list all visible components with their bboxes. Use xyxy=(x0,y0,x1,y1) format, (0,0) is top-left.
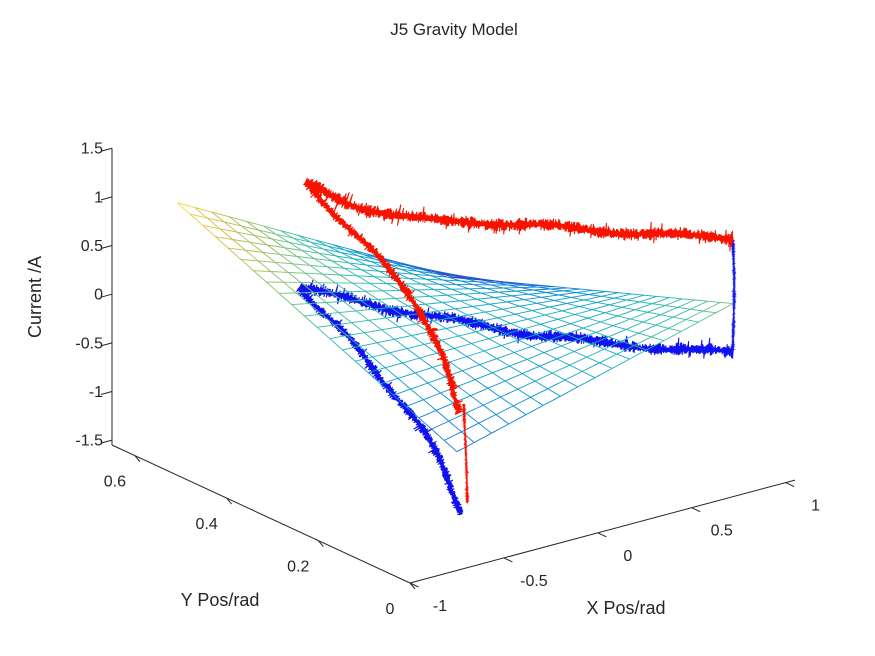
y-tick-label: 0.6 xyxy=(104,474,126,491)
z-tick-label: 1 xyxy=(94,189,103,206)
tick-mark xyxy=(785,482,795,488)
blue-trace-segment xyxy=(295,283,464,516)
tick-mark xyxy=(409,582,416,590)
tick-mark xyxy=(100,196,113,201)
blue-current-trace xyxy=(295,239,737,516)
y-tick-label: 0.4 xyxy=(195,516,217,533)
red-trace-segment xyxy=(302,179,465,415)
blue-trace-segment xyxy=(298,279,734,359)
tick-mark xyxy=(691,507,701,513)
red-current-trace xyxy=(302,177,734,504)
axes xyxy=(100,147,796,590)
z-axis-label: Current /A xyxy=(25,255,45,339)
blue-trace-segment xyxy=(730,239,737,354)
z-tick-label: -0.5 xyxy=(75,335,103,352)
y-tick-label: 0 xyxy=(386,601,395,618)
tick-mark xyxy=(226,497,232,505)
chart-title: J5 Gravity Model xyxy=(390,20,518,39)
x-tick-label: -1 xyxy=(433,598,447,615)
red-trace-segment xyxy=(304,177,734,252)
z-tick-label: -1 xyxy=(89,384,103,401)
red-trace-segment xyxy=(461,403,470,504)
y-axis-line xyxy=(111,444,411,584)
x-tick-label: 0 xyxy=(623,548,632,565)
z-tick-label: 1.5 xyxy=(81,141,103,158)
z-tick-label: 0 xyxy=(94,287,103,304)
x-tick-label: 0.5 xyxy=(711,523,733,540)
x-axis-line xyxy=(409,479,796,584)
tick-mark xyxy=(100,147,113,152)
z-tick-label: -1.5 xyxy=(75,433,103,450)
x-tick-label: -0.5 xyxy=(520,573,548,590)
tick-mark xyxy=(597,532,607,538)
x-axis-label: X Pos/rad xyxy=(586,598,666,618)
tick-mark xyxy=(100,391,113,395)
tick-mark xyxy=(134,455,141,462)
tick-mark xyxy=(503,557,513,563)
tick-mark xyxy=(100,293,113,298)
tick-mark xyxy=(100,342,113,347)
tick-mark xyxy=(100,439,113,444)
z-tick-label: 0.5 xyxy=(81,238,103,255)
x-tick-label: 1 xyxy=(811,498,820,515)
y-tick-label: 0.2 xyxy=(287,559,309,576)
tick-mark xyxy=(409,582,419,588)
y-axis-label: Y Pos/rad xyxy=(180,590,260,610)
tick-labels: -1 -0.5 0 0.5 1 0 0.2 0.4 0.6 1.5 1 0.5 0 -0.5 -1 -1.5 xyxy=(75,141,820,618)
tick-mark xyxy=(317,540,324,547)
tick-mark xyxy=(100,245,113,250)
